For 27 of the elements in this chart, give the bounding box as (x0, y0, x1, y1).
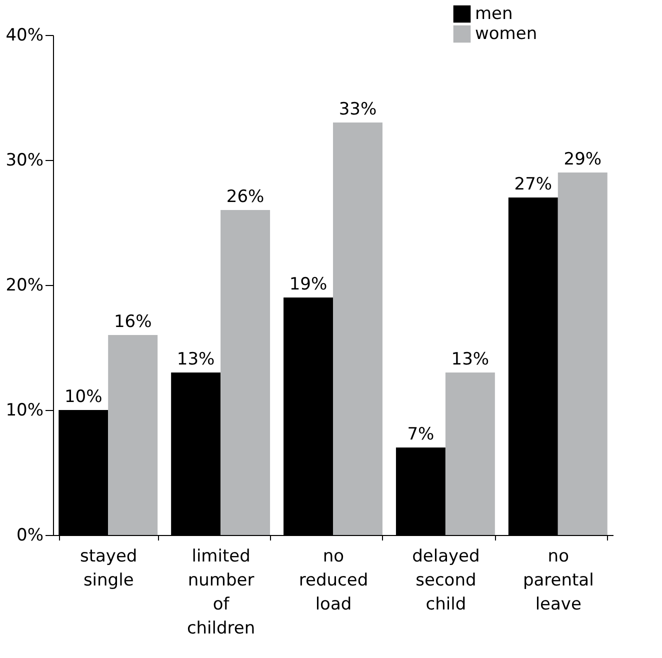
y-tick-label: 40% (6, 26, 44, 46)
y-tick-label: 30% (6, 150, 44, 170)
data-label: 13% (451, 350, 490, 370)
data-label: 27% (514, 174, 552, 194)
data-label: 7% (407, 424, 434, 444)
bar (558, 172, 608, 535)
x-tick-label: limited number of children (186, 546, 256, 638)
data-label: 13% (176, 350, 215, 370)
y-tick-label: 20% (6, 276, 44, 296)
x-tick-label: delayed second child (412, 546, 480, 614)
x-tick-label: no parental leave (522, 546, 594, 614)
y-tick-label: 10% (6, 400, 44, 420)
legend-label: women (475, 24, 538, 44)
data-label: 29% (564, 150, 602, 170)
bar (220, 210, 270, 535)
bar (333, 122, 382, 535)
legend-label: men (475, 4, 513, 24)
y-tick-label: 0% (16, 526, 44, 546)
bar (445, 372, 495, 535)
x-tick-label: no reduced load (298, 546, 368, 614)
data-label: 10% (64, 387, 102, 407)
bar (108, 335, 158, 535)
data-label: 16% (114, 312, 152, 332)
x-tick-label: stayed single (80, 546, 138, 590)
data-label: 19% (289, 274, 328, 294)
data-label: 33% (338, 100, 377, 120)
data-label: 26% (226, 187, 264, 207)
